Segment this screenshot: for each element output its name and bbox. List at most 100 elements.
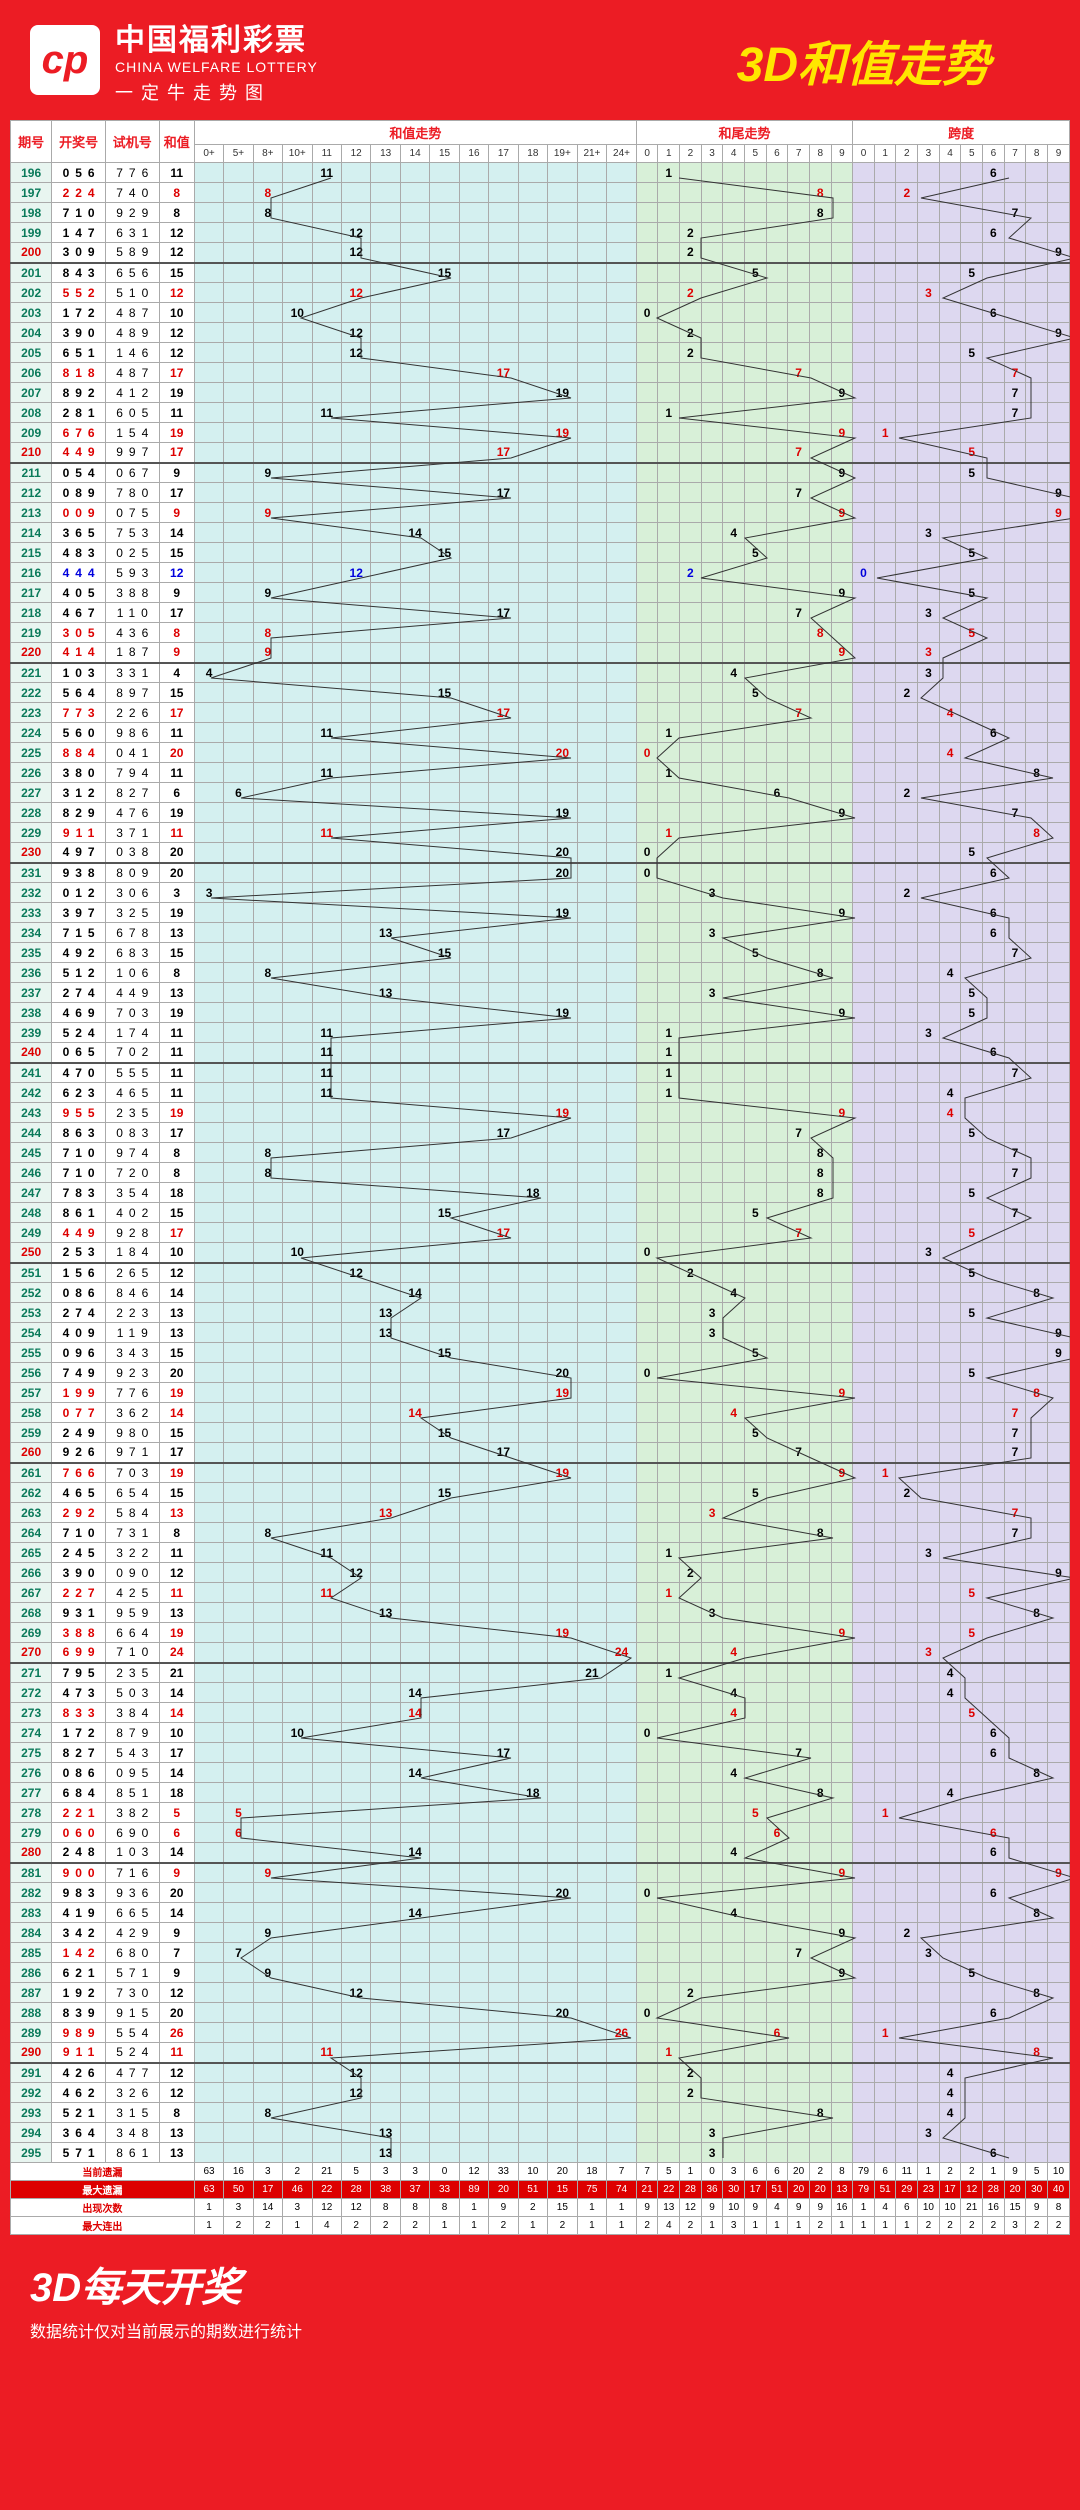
data-row: 290911524111118 (11, 2043, 1070, 2063)
test-cell: 184 (105, 1243, 159, 1263)
issue-cell: 295 (11, 2143, 52, 2163)
test-cell: 571 (105, 1963, 159, 1983)
logo: cp 中国福利彩票 CHINA WELFARE LOTTERY 一定牛走势图 (30, 15, 318, 105)
data-row: 261766703191991 (11, 1463, 1070, 1483)
data-row: 255096343151559 (11, 1343, 1070, 1363)
issue-cell: 224 (11, 723, 52, 743)
draw-cell: 309 (52, 243, 106, 263)
issue-cell: 268 (11, 1603, 52, 1623)
data-row: 265245322111113 (11, 1543, 1070, 1563)
test-cell: 402 (105, 1203, 159, 1223)
issue-cell: 250 (11, 1243, 52, 1263)
data-row: 267227425111115 (11, 1583, 1070, 1603)
data-row: 1972247408882 (11, 183, 1070, 203)
test-cell: 543 (105, 1743, 159, 1763)
draw-cell: 623 (52, 1083, 106, 1103)
draw-cell: 911 (52, 2043, 106, 2063)
data-row: 202552510121223 (11, 283, 1070, 303)
test-cell: 936 (105, 1883, 159, 1903)
data-row: 288839915202006 (11, 2003, 1070, 2023)
sum-cell: 13 (159, 923, 194, 943)
draw-cell: 248 (52, 1843, 106, 1863)
sum-cell: 11 (159, 1063, 194, 1083)
sum-cell: 9 (159, 1863, 194, 1883)
sum-cell: 21 (159, 1663, 194, 1683)
issue-cell: 248 (11, 1203, 52, 1223)
data-row: 2467107208887 (11, 1163, 1070, 1183)
draw-cell: 364 (52, 2123, 106, 2143)
draw-cell: 103 (52, 663, 106, 683)
draw-cell: 414 (52, 643, 106, 663)
test-cell: 780 (105, 483, 159, 503)
data-row: 224560986111116 (11, 723, 1070, 743)
issue-cell: 198 (11, 203, 52, 223)
sum-cell: 10 (159, 303, 194, 323)
sum-cell: 11 (159, 1023, 194, 1043)
draw-cell: 783 (52, 1183, 106, 1203)
test-cell: 702 (105, 1043, 159, 1063)
issue-cell: 222 (11, 683, 52, 703)
data-row: 222564897151552 (11, 683, 1070, 703)
data-row: 2790606906666 (11, 1823, 1070, 1843)
sum-cell: 17 (159, 1743, 194, 1763)
draw-cell: 249 (52, 1423, 106, 1443)
logo-en: CHINA WELFARE LOTTERY (115, 59, 318, 75)
issue-cell: 201 (11, 263, 52, 283)
test-cell: 716 (105, 1863, 159, 1883)
sum-cell: 12 (159, 243, 194, 263)
data-row: 203172487101006 (11, 303, 1070, 323)
draw-cell: 839 (52, 2003, 106, 2023)
test-cell: 665 (105, 1903, 159, 1923)
test-cell: 555 (105, 1063, 159, 1083)
chart: 期号开奖号试机号和值和值走势和尾走势跨度0+5+8+10+11121314151… (10, 120, 1070, 2235)
sum-cell: 13 (159, 983, 194, 1003)
issue-cell: 223 (11, 703, 52, 723)
test-cell: 025 (105, 543, 159, 563)
sum-cell: 8 (159, 1143, 194, 1163)
sum-cell: 11 (159, 1083, 194, 1103)
issue-cell: 220 (11, 643, 52, 663)
test-cell: 605 (105, 403, 159, 423)
data-row: 256749923202005 (11, 1363, 1070, 1383)
data-row: 215483025151555 (11, 543, 1070, 563)
issue-cell: 226 (11, 763, 52, 783)
test-cell: 683 (105, 943, 159, 963)
draw-cell: 766 (52, 1463, 106, 1483)
issue-cell: 251 (11, 1263, 52, 1283)
sum-cell: 20 (159, 2003, 194, 2023)
test-cell: 703 (105, 1463, 159, 1483)
issue-cell: 293 (11, 2103, 52, 2123)
test-cell: 110 (105, 603, 159, 623)
sum-cell: 19 (159, 1003, 194, 1023)
data-row: 260926971171777 (11, 1443, 1070, 1463)
sum-cell: 12 (159, 283, 194, 303)
data-row: 272473503141444 (11, 1683, 1070, 1703)
data-row: 230497038202005 (11, 843, 1070, 863)
issue-cell: 288 (11, 2003, 52, 2023)
draw-cell: 560 (52, 723, 106, 743)
draw-cell: 380 (52, 763, 106, 783)
sum-cell: 20 (159, 843, 194, 863)
test-cell: 343 (105, 1343, 159, 1363)
issue-cell: 279 (11, 1823, 52, 1843)
test-cell: 631 (105, 223, 159, 243)
data-row: 228829476191997 (11, 803, 1070, 823)
draw-cell: 911 (52, 823, 106, 843)
draw-cell: 684 (52, 1783, 106, 1803)
data-row: 289989554262661 (11, 2023, 1070, 2043)
col-sum: 和值 (159, 121, 194, 163)
data-row: 201843656151555 (11, 263, 1070, 283)
issue-cell: 234 (11, 923, 52, 943)
draw-cell: 365 (52, 523, 106, 543)
issue-cell: 227 (11, 783, 52, 803)
test-cell: 510 (105, 283, 159, 303)
data-row: 280248103141446 (11, 1843, 1070, 1863)
test-cell: 106 (105, 963, 159, 983)
issue-cell: 275 (11, 1743, 52, 1763)
test-cell: 720 (105, 1163, 159, 1183)
test-cell: 354 (105, 1183, 159, 1203)
draw-cell: 492 (52, 943, 106, 963)
sum-cell: 18 (159, 1783, 194, 1803)
sum-cell: 15 (159, 263, 194, 283)
data-row: 2193054368885 (11, 623, 1070, 643)
